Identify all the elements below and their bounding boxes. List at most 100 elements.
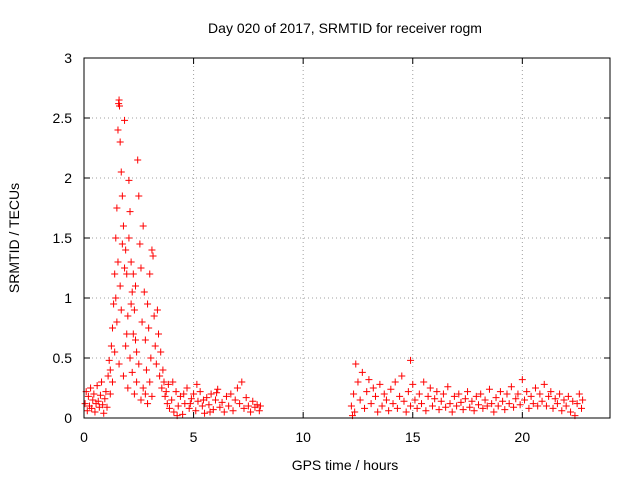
data-point <box>106 390 114 398</box>
data-point <box>213 389 221 397</box>
data-point <box>88 404 96 412</box>
data-point <box>87 384 95 392</box>
data-point <box>409 380 417 388</box>
data-point <box>470 407 478 415</box>
data-point <box>99 401 107 409</box>
data-point <box>149 252 157 260</box>
data-point <box>492 394 500 402</box>
data-point <box>168 396 176 404</box>
data-point <box>231 396 239 404</box>
data-point <box>382 396 390 404</box>
data-point <box>190 390 198 398</box>
data-point <box>433 388 441 396</box>
data-point <box>428 402 436 410</box>
data-point <box>132 336 140 344</box>
data-point <box>525 404 533 412</box>
data-point <box>413 404 421 412</box>
data-point <box>163 400 171 408</box>
data-point <box>150 312 158 320</box>
data-point <box>380 390 388 398</box>
data-point <box>464 388 472 396</box>
data-point <box>512 395 520 403</box>
data-point <box>199 396 207 404</box>
data-point <box>152 360 160 368</box>
data-point <box>118 192 126 200</box>
data-point <box>148 246 156 254</box>
x-tick-label: 0 <box>80 429 88 445</box>
data-point <box>137 264 145 272</box>
data-point <box>110 300 118 308</box>
data-point <box>507 383 515 391</box>
data-point <box>351 408 359 416</box>
data-point <box>391 378 399 386</box>
data-point <box>106 366 114 374</box>
data-point <box>367 400 375 408</box>
data-point <box>104 372 112 380</box>
data-point <box>125 176 133 184</box>
data-point <box>135 192 143 200</box>
data-point <box>516 401 524 409</box>
data-point <box>374 408 382 416</box>
data-point <box>127 300 135 308</box>
x-tick-labels: 0 5 10 15 20 <box>80 429 530 445</box>
data-point <box>411 396 419 404</box>
data-point <box>556 390 564 398</box>
data-point <box>206 408 214 416</box>
data-point <box>193 380 201 388</box>
data-point <box>117 306 125 314</box>
data-point <box>140 288 148 296</box>
data-point <box>147 354 155 362</box>
data-points <box>81 96 587 420</box>
data-point <box>123 270 131 278</box>
data-point <box>455 390 463 398</box>
data-point <box>415 390 423 398</box>
data-point <box>156 372 164 380</box>
data-point <box>444 383 452 391</box>
data-point <box>573 400 581 408</box>
data-point <box>426 384 434 392</box>
data-point <box>358 368 366 376</box>
chart-title: Day 020 of 2017, SRMTID for receiver rog… <box>208 20 482 36</box>
data-point <box>128 288 136 296</box>
data-point <box>142 366 150 374</box>
data-point <box>494 402 502 410</box>
data-point <box>165 404 173 412</box>
data-point <box>114 126 122 134</box>
data-point <box>418 400 426 408</box>
data-point <box>439 390 447 398</box>
data-point <box>564 392 572 400</box>
data-point <box>424 392 432 400</box>
data-point <box>450 392 458 400</box>
data-point <box>169 378 177 386</box>
data-point <box>536 390 544 398</box>
data-point <box>442 403 450 411</box>
data-point <box>490 408 498 416</box>
data-point <box>407 356 415 364</box>
data-point <box>242 394 250 402</box>
data-point <box>146 378 154 386</box>
data-point <box>198 402 206 410</box>
data-point <box>453 402 461 410</box>
data-point <box>547 388 555 396</box>
data-point <box>396 392 404 400</box>
data-point <box>122 246 130 254</box>
data-point <box>538 397 546 405</box>
data-point <box>472 392 480 400</box>
data-point <box>521 396 529 404</box>
data-point <box>155 330 163 338</box>
axis-ticks <box>83 57 610 419</box>
data-point <box>179 410 187 418</box>
y-tick-label: 2.5 <box>53 110 73 126</box>
x-tick-label: 10 <box>295 429 311 445</box>
data-point <box>116 282 124 290</box>
data-point <box>102 388 110 396</box>
data-point <box>116 138 124 146</box>
data-point <box>207 390 215 398</box>
data-point <box>148 392 156 400</box>
data-point <box>523 388 531 396</box>
data-point <box>560 396 568 404</box>
data-point <box>378 402 386 410</box>
data-point <box>139 222 147 230</box>
data-point <box>562 402 570 410</box>
